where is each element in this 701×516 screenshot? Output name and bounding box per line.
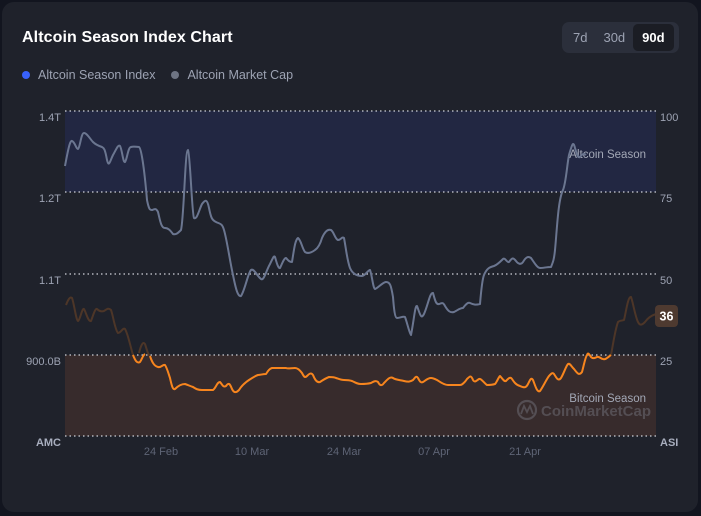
- chart-title: Altcoin Season Index Chart: [22, 29, 233, 46]
- altcoin-season-label: Altcoin Season: [569, 149, 646, 161]
- right-tick: 50: [660, 275, 672, 287]
- index-line-dim: [65, 296, 151, 357]
- range-selector: 7d 30d 90d: [562, 22, 679, 53]
- legend-label: Altcoin Season Index: [38, 68, 156, 82]
- left-tick: 1.2T: [39, 193, 61, 205]
- current-value-text: 36: [660, 310, 674, 324]
- x-tick: 07 Apr: [418, 446, 450, 458]
- range-30d-button[interactable]: 30d: [603, 30, 626, 45]
- market-cap-line: [64, 132, 587, 336]
- altcoin-season-zone: [65, 111, 656, 192]
- index-line-orange: [132, 352, 612, 394]
- x-tick: 24 Feb: [144, 446, 178, 458]
- range-90d-button[interactable]: 90d: [633, 24, 674, 51]
- current-value-badge: [655, 305, 678, 327]
- left-tick: 900.0B: [26, 356, 61, 368]
- bitcoin-season-zone: [65, 355, 656, 436]
- coinmarketcap-logo-icon: [516, 399, 538, 421]
- bitcoin-season-label: Bitcoin Season: [569, 393, 646, 405]
- right-tick: 75: [660, 193, 672, 205]
- watermark-text: CoinMarketCap: [541, 403, 651, 420]
- right-tick: 25: [660, 356, 672, 368]
- left-axis-label: AMC: [36, 437, 61, 449]
- right-axis-label: ASI: [660, 437, 678, 449]
- range-7d-button[interactable]: 7d: [573, 30, 588, 45]
- legend-dot-icon: [171, 71, 180, 79]
- x-tick: 21 Apr: [509, 446, 541, 458]
- index-line-dim-right: [610, 295, 657, 356]
- right-tick: 100: [660, 112, 678, 124]
- x-tick: 10 Mar: [235, 446, 270, 458]
- coinmarketcap-watermark: CoinMarketCap: [516, 399, 651, 421]
- left-tick: 1.4T: [39, 112, 61, 124]
- left-tick: 1.1T: [39, 275, 61, 287]
- legend-item-altcoin-market-cap[interactable]: Altcoin Market Cap: [171, 68, 293, 82]
- legend-dot-icon: [22, 71, 30, 79]
- legend-label: Altcoin Market Cap: [187, 68, 294, 82]
- legend-item-altcoin-season-index[interactable]: Altcoin Season Index: [22, 68, 155, 82]
- legend: Altcoin Season Index Altcoin Market Cap: [22, 68, 293, 82]
- x-tick: 24 Mar: [327, 446, 362, 458]
